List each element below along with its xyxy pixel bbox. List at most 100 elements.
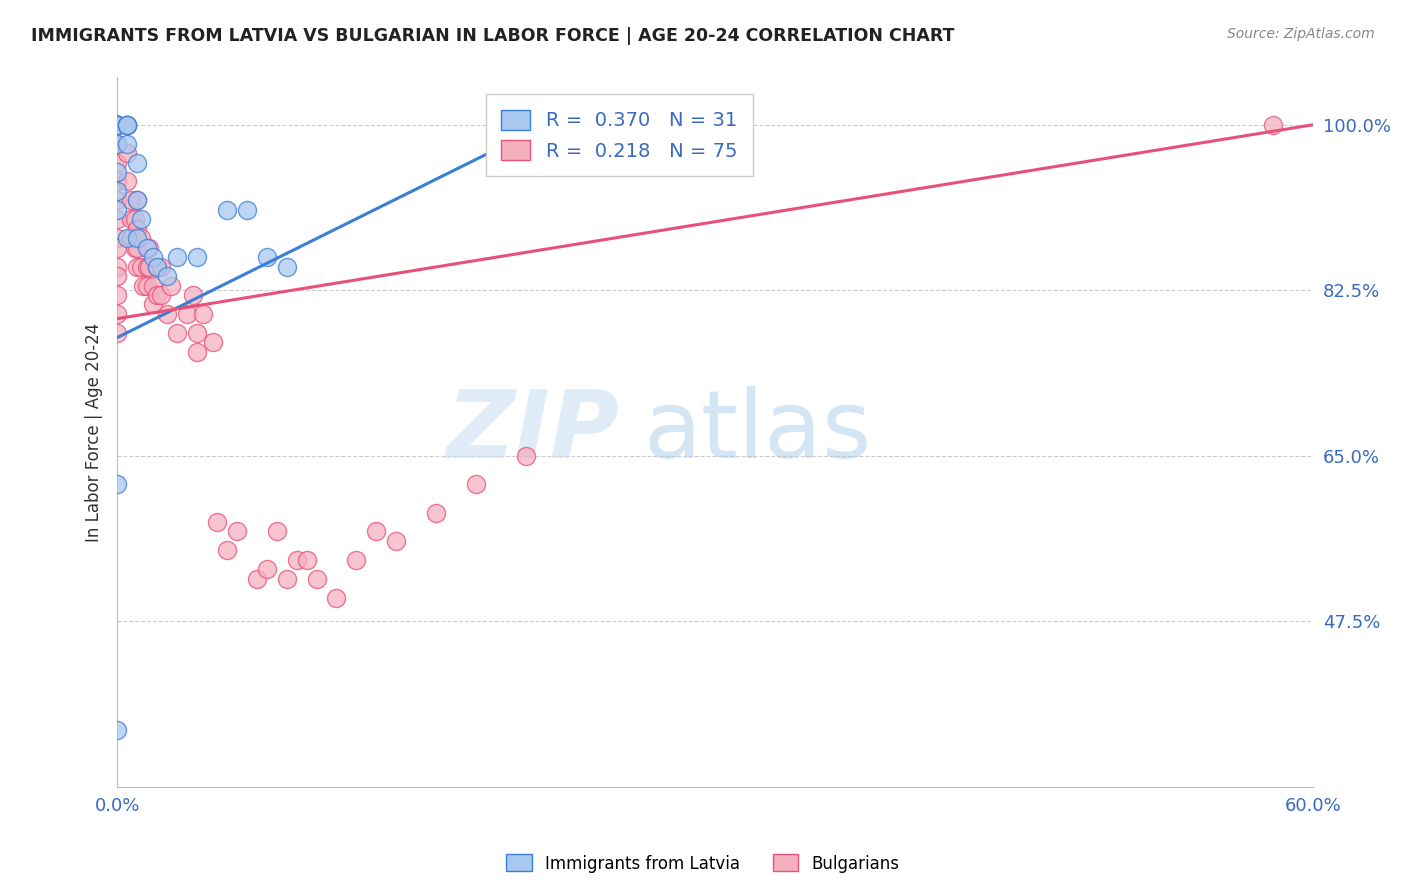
Point [115,136,138,151]
Point [191,307,214,321]
Point [344,553,367,567]
Point [105,118,128,132]
Point [105,174,128,188]
Point [138,260,160,274]
Point [105,118,128,132]
Point [186,344,208,359]
Point [205,515,228,529]
Point [105,118,128,132]
Point [127,260,149,274]
Point [115,231,138,245]
Point [186,326,208,340]
Point [127,221,149,235]
Y-axis label: In Labor Force | Age 20-24: In Labor Force | Age 20-24 [86,323,103,541]
Point [127,231,149,245]
Point [295,553,318,567]
Point [115,118,138,132]
Point [142,297,165,311]
Point [127,241,149,255]
Point [105,118,128,132]
Point [225,524,247,539]
Point [105,136,128,151]
Point [515,449,537,463]
Point [105,202,128,217]
Point [105,118,128,132]
Point [138,241,160,255]
Point [246,572,269,586]
Point [105,212,128,227]
Point [166,250,188,264]
Point [129,212,152,227]
Point [181,288,204,302]
Point [186,250,208,264]
Point [115,146,138,161]
Point [105,118,128,132]
Point [105,118,128,132]
Point [105,241,128,255]
Point [146,288,169,302]
Point [285,553,308,567]
Point [1263,118,1285,132]
Point [136,278,159,293]
Point [465,477,488,491]
Point [129,231,152,245]
Point [146,260,169,274]
Point [150,260,173,274]
Point [105,268,128,283]
Point [385,533,408,548]
Point [166,326,188,340]
Point [150,288,173,302]
Point [105,260,128,274]
Point [105,477,128,491]
Point [105,723,128,737]
Point [105,118,128,132]
Point [105,118,128,132]
Point [105,307,128,321]
Point [115,118,138,132]
Point [276,260,298,274]
Point [256,562,278,576]
Point [105,184,128,198]
Point [127,194,149,208]
Point [136,260,159,274]
Point [256,250,278,264]
Point [236,202,259,217]
Point [115,118,138,132]
Point [120,231,142,245]
Point [127,194,149,208]
Point [115,174,138,188]
Point [156,268,179,283]
Point [136,241,159,255]
Point [105,118,128,132]
Text: IMMIGRANTS FROM LATVIA VS BULGARIAN IN LABOR FORCE | AGE 20-24 CORRELATION CHART: IMMIGRANTS FROM LATVIA VS BULGARIAN IN L… [31,27,955,45]
Point [266,524,288,539]
Point [105,194,128,208]
Point [105,118,128,132]
Point [105,288,128,302]
Point [215,202,238,217]
Text: atlas: atlas [644,386,872,478]
Legend: R =  0.370   N = 31, R =  0.218   N = 75: R = 0.370 N = 31, R = 0.218 N = 75 [485,95,754,176]
Point [215,543,238,558]
Point [115,118,138,132]
Point [305,572,328,586]
Point [105,165,128,179]
Point [176,307,198,321]
Text: ZIP: ZIP [447,386,620,478]
Point [127,155,149,169]
Point [142,278,165,293]
Point [105,118,128,132]
Point [105,118,128,132]
Point [156,307,179,321]
Point [105,118,128,132]
Point [276,572,298,586]
Point [105,155,128,169]
Point [105,231,128,245]
Point [124,241,146,255]
Point [160,278,183,293]
Point [124,212,146,227]
Point [105,136,128,151]
Point [120,194,142,208]
Point [366,524,388,539]
Point [105,118,128,132]
